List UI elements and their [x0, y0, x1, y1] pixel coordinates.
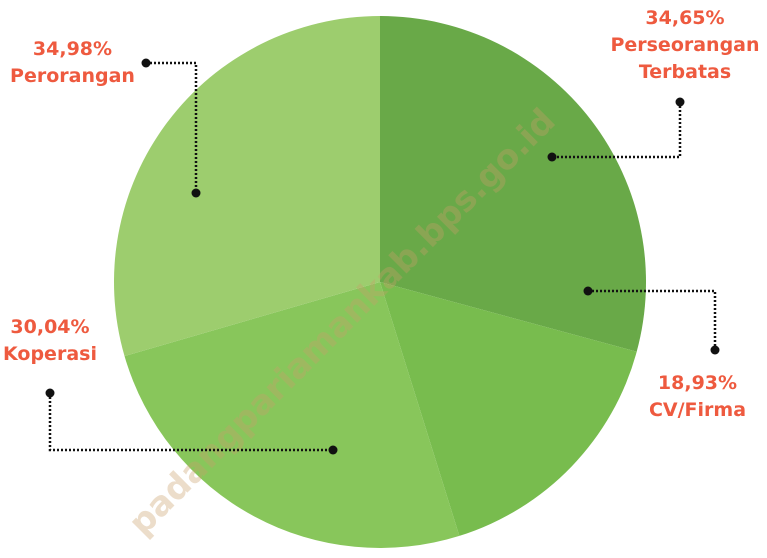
slice-label: 18,93% CV/Firma	[640, 370, 755, 424]
leader-dot	[547, 152, 557, 162]
category-label: Koperasi	[3, 343, 97, 365]
leaders	[48, 61, 717, 452]
leader-dots	[45, 58, 720, 455]
pie-slice	[380, 282, 637, 536]
leader-dot	[710, 345, 720, 355]
value-label: 18,93%	[657, 372, 738, 394]
leader-dot	[583, 286, 593, 296]
slice-label: 34,98% Perorangan	[0, 36, 145, 90]
category-label: CV/Firma	[648, 399, 747, 421]
value-label: 34,98%	[32, 38, 113, 60]
value-label: 34,65%	[645, 7, 725, 29]
leader-line	[48, 393, 333, 452]
category-label: Perorangan	[10, 65, 135, 87]
value-label: 30,04%	[10, 316, 90, 338]
slice-label: 30,04% Koperasi	[0, 314, 100, 368]
pie-slice	[124, 282, 460, 548]
leader-dot	[675, 97, 685, 107]
leader-line	[146, 61, 198, 193]
leader-line	[552, 102, 682, 159]
leader-dot	[45, 388, 55, 398]
leader-dot	[328, 445, 338, 455]
slice-label: 34,65% Perseorangan Terbatas	[600, 5, 767, 86]
pie-slice	[114, 16, 380, 357]
leader-dot	[191, 188, 201, 198]
pie-slice	[380, 16, 647, 352]
leader-dot	[141, 58, 151, 68]
category-label: Perseorangan Terbatas	[610, 34, 760, 83]
